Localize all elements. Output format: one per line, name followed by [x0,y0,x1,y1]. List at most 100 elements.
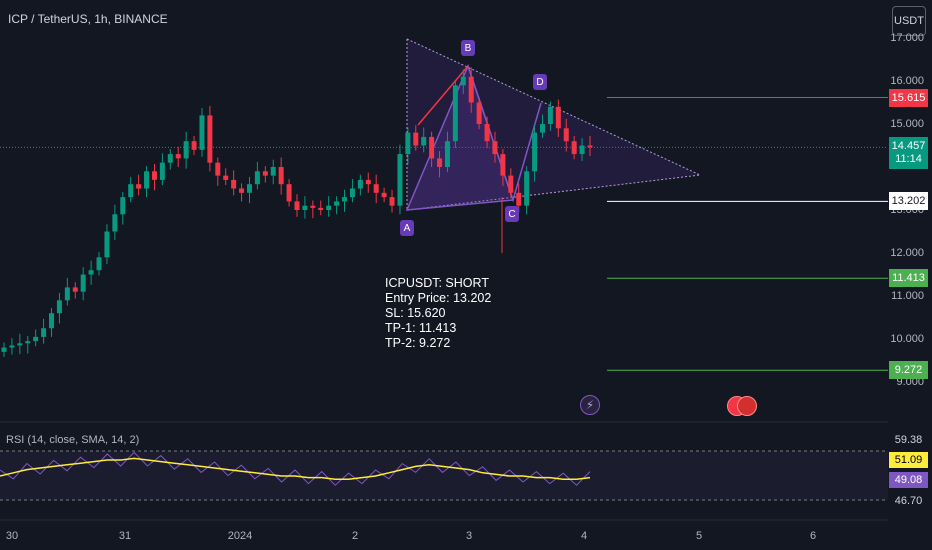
ab-red-leg [417,65,469,126]
candle-body [231,179,237,189]
time-tick-label: 2024 [227,530,253,542]
lightning-event-icon[interactable]: ⚡ [580,395,600,415]
candle-body [373,184,379,193]
candle-body [310,205,316,208]
candle-body [587,145,593,148]
price-tick-label: 10.000 [890,333,924,345]
trade-direction: ICPUSDT: SHORT [385,276,489,290]
candle-body [532,132,538,172]
candle-body [96,257,102,271]
candle-body [334,201,340,206]
candle-body [104,231,110,258]
time-tick-label: 31 [118,530,132,542]
triangle-upper-line [406,38,701,176]
candle-body [175,154,181,159]
candle-body [452,85,458,142]
candle-body [278,167,284,185]
candle-body [405,132,411,155]
tp2-badge: 9.272 [889,361,928,380]
price-tick-label: 11.000 [891,290,924,302]
price-tick-label: 17.000 [890,32,924,44]
candle-body [421,136,427,146]
point-a-label: A [400,220,414,236]
candle-body [579,145,585,155]
candle-body [484,124,490,142]
rsi-value-badge: 46.70 [889,493,928,509]
candle-body [326,205,332,210]
rsi-band [0,451,888,500]
candle-body [571,141,577,155]
point-b-label: B [461,40,475,56]
rsi-value-badge: 51.09 [889,452,928,468]
triangle-area [407,39,700,210]
rsi-value-badge: 49.08 [889,472,928,488]
candle-body [128,184,134,198]
time-tick-label: 30 [5,530,19,542]
candle-body [365,179,371,185]
candle-body [539,124,545,133]
candle-body [397,154,403,206]
candle-body [72,287,78,292]
candle-body [25,341,31,344]
candle-body [254,171,260,185]
candle-body [33,336,39,342]
candle-body [246,184,252,193]
candle-body [17,343,23,346]
currency-button[interactable]: USDT [892,6,926,36]
candle-body [563,128,569,142]
candle-body [49,313,55,329]
price-tick-label: 16.000 [890,75,924,87]
time-tick-label: 6 [809,530,817,542]
candle-body [191,141,197,150]
trade-sl: SL: 15.620 [385,306,446,320]
candle-body [159,162,165,180]
candle-body [342,197,348,202]
chart-title: ICP / TetherUS, 1h, BINANCE [8,12,168,26]
candle-body [381,192,387,198]
entry-price-badge: 13.202 [889,192,928,211]
candle-body [437,158,443,167]
candle-body [144,171,150,189]
candle-body [286,184,292,202]
candle-body [429,136,435,159]
triangle-lower-line [406,174,701,211]
rsi-indicator-label[interactable]: RSI (14, close, SMA, 14, 2) [6,434,140,446]
candle-body [357,179,363,189]
candle-body [56,300,62,314]
time-tick-label: 4 [580,530,588,542]
candle-body [444,141,450,167]
trade-annotation: ICPUSDT: SHORT Entry Price: 13.202 SL: 1… [385,276,491,351]
candle-body [349,188,355,198]
candle-body [215,162,221,176]
current-price-value: 14.457 [891,140,926,153]
candle-body [508,175,514,193]
candle-body [468,76,474,103]
abcd-cd-leg [467,65,542,203]
candle-body [555,106,561,129]
stop-loss-badge: 15.615 [889,88,928,107]
candle-body [223,175,229,180]
trade-entry: Entry Price: 13.202 [385,291,492,305]
countdown-timer: 11:14 [895,153,922,166]
candle-body [492,141,498,155]
candle-body [88,270,94,275]
price-tick-label: 15.000 [890,118,924,130]
point-c-label: C [505,206,519,222]
candle-body [151,171,157,180]
current-price-badge: 14.457 11:14 [889,137,928,170]
candle-body [239,188,245,193]
trade-tp2: TP-2: 9.272 [385,336,451,350]
candle-body [413,132,419,146]
trade-tp1: TP-1: 11.413 [385,321,457,335]
candle-body [524,171,530,206]
candle-body [270,167,276,176]
candle-body [318,207,324,210]
candle-body [294,201,300,210]
candle-body [460,76,466,86]
candle-body [207,115,213,163]
candle-body [183,141,189,159]
point-d-label: D [533,74,547,90]
rsi-line [0,451,591,486]
us-flag-event-icon-2[interactable] [737,396,757,416]
